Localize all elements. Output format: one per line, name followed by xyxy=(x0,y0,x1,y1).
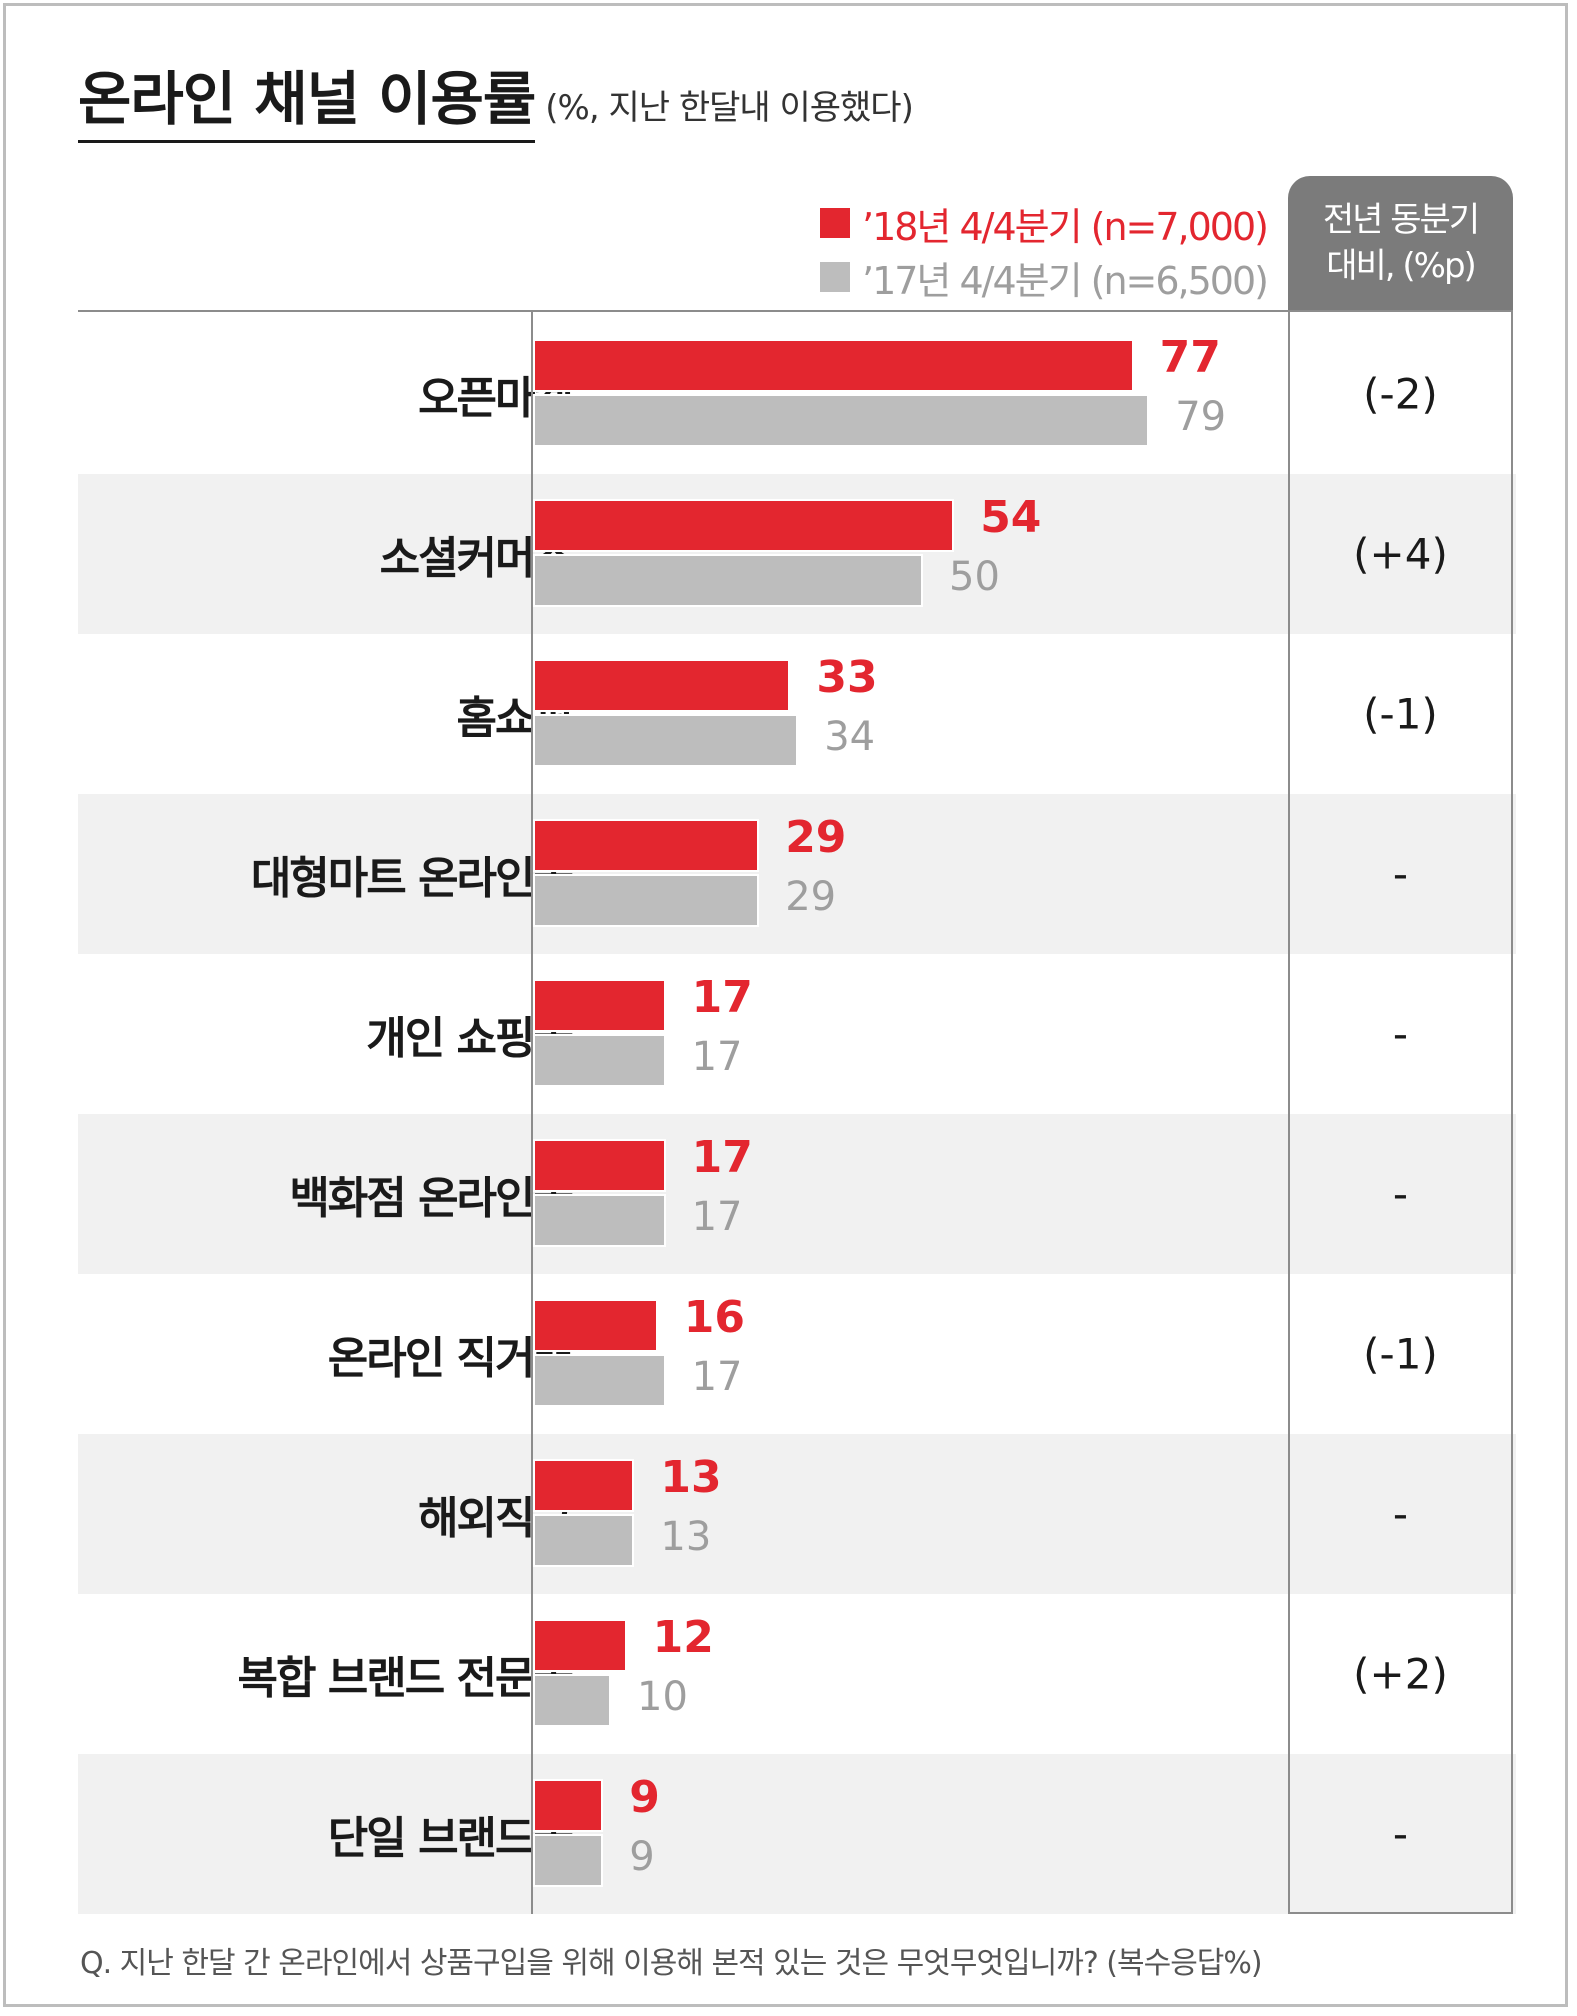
legend-label-current: ’18년 4/4분기 (n=7,000) xyxy=(862,204,1269,249)
bar-previous xyxy=(533,1674,611,1727)
value-label-previous: 50 xyxy=(949,554,1000,600)
chart-subtitle: (%, 지난 한달내 이용했다) xyxy=(545,88,914,128)
change-value: - xyxy=(1392,1009,1409,1059)
chart-row: 소셜커머스 54 50 (+4) xyxy=(78,474,1516,634)
legend: ’18년 4/4분기 (n=7,000) ’17년 4/4분기 (n=6,500… xyxy=(820,196,1269,304)
category-label: 백화점 온라인몰 xyxy=(289,1173,574,1224)
chart-row: 온라인 직거래 16 17 (-1) xyxy=(78,1274,1516,1434)
chart-row: 복합 브랜드 전문몰 12 10 (+2) xyxy=(78,1594,1516,1754)
bar-current xyxy=(533,979,666,1032)
bar-previous xyxy=(533,1034,666,1087)
change-column-header: 전년 동분기 대비, (%p) xyxy=(1288,176,1513,310)
value-label-current: 77 xyxy=(1159,332,1221,383)
chart-row: 개인 쇼핑몰 17 17- xyxy=(78,954,1516,1114)
value-label-previous: 79 xyxy=(1175,394,1227,440)
category-axis-line xyxy=(531,310,533,1914)
value-label-previous: 13 xyxy=(660,1514,712,1560)
value-label-previous: 17 xyxy=(691,1354,743,1400)
chart-frame xyxy=(3,3,1568,2007)
bar-current xyxy=(533,819,760,872)
bar-previous xyxy=(533,1194,666,1247)
change-value: - xyxy=(1392,849,1409,899)
value-label-current: 17 xyxy=(691,972,753,1023)
value-label-current: 12 xyxy=(652,1612,714,1663)
change-value: - xyxy=(1392,1489,1409,1539)
chart-row: 오픈마켓 77 79 (-2) xyxy=(78,314,1516,474)
value-label-current: 17 xyxy=(691,1132,753,1183)
value-label-previous: 17 xyxy=(691,1034,743,1080)
change-value: - xyxy=(1392,1169,1409,1219)
chart-row: 백화점 온라인몰 17 17 - xyxy=(78,1114,1516,1274)
value-label-previous: 10 xyxy=(637,1674,688,1720)
legend-label-previous: ’17년 4/4분기 (n=6,500) xyxy=(862,258,1269,303)
bar-previous xyxy=(533,874,760,927)
value-label-previous: 29 xyxy=(785,874,837,920)
chart-rows: 오픈마켓 77 79 (-2) 소셜커머스 54 50 (+4) 홈쇼핑 33 34 (-1) 대형마트… xyxy=(78,314,1516,1914)
bar-current xyxy=(533,1299,658,1352)
title-block: 온라인 채널 이용률 (%, 지난 한달내 이용했다) xyxy=(78,52,914,143)
value-label-current: 13 xyxy=(660,1452,722,1503)
change-value: (-2) xyxy=(1363,369,1438,419)
category-label: 복합 브랜드 전문몰 xyxy=(237,1653,574,1704)
bar-current xyxy=(533,339,1134,392)
chart-row: 홈쇼핑 33 34 (-1) xyxy=(78,634,1516,794)
value-label-current: 29 xyxy=(785,812,847,863)
value-label-previous: 9 xyxy=(629,1834,655,1880)
bar-current xyxy=(533,1459,635,1512)
bar-previous xyxy=(533,1834,604,1887)
bar-previous xyxy=(533,1514,635,1567)
value-label-previous: 17 xyxy=(691,1194,743,1240)
bar-current xyxy=(533,1139,666,1192)
bar-current xyxy=(533,659,791,712)
bar-previous xyxy=(533,1354,666,1407)
bar-current xyxy=(533,499,955,552)
bar-previous xyxy=(533,394,1150,447)
bar-previous xyxy=(533,714,799,767)
change-header-line-2: 대비, (%p) xyxy=(1326,246,1477,286)
bar-current xyxy=(533,1779,604,1832)
legend-item-previous: ’17년 4/4분기 (n=6,500) xyxy=(820,250,1269,304)
chart-row: 대형마트 온라인몰 29 29 - xyxy=(78,794,1516,954)
change-value: (+4) xyxy=(1353,529,1448,579)
change-value: (+2) xyxy=(1353,1649,1448,1699)
top-rule xyxy=(78,310,1513,312)
legend-swatch-previous xyxy=(820,262,850,292)
change-value: (-1) xyxy=(1363,689,1438,739)
chart-row: 단일 브랜드몰 9 9- xyxy=(78,1754,1516,1914)
footnote: Q. 지난 한달 간 온라인에서 상품구입을 위해 이용해 본적 있는 것은 무… xyxy=(80,1946,1263,1981)
value-label-current: 54 xyxy=(980,492,1042,543)
chart-row: 해외직구 13 13- xyxy=(78,1434,1516,1594)
legend-swatch-current xyxy=(820,208,850,238)
bar-current xyxy=(533,1619,627,1672)
value-label-current: 16 xyxy=(683,1292,746,1343)
category-label: 대형마트 온라인몰 xyxy=(250,853,574,904)
change-header-line-1: 전년 동분기 xyxy=(1322,200,1480,240)
value-label-current: 33 xyxy=(816,652,878,703)
change-value: (-1) xyxy=(1363,1329,1438,1379)
legend-item-current: ’18년 4/4분기 (n=7,000) xyxy=(820,196,1269,250)
bar-previous xyxy=(533,554,923,607)
change-value: - xyxy=(1392,1809,1409,1859)
value-label-current: 9 xyxy=(629,1772,660,1823)
value-label-previous: 34 xyxy=(824,714,876,760)
chart-title: 온라인 채널 이용률 xyxy=(78,52,536,143)
